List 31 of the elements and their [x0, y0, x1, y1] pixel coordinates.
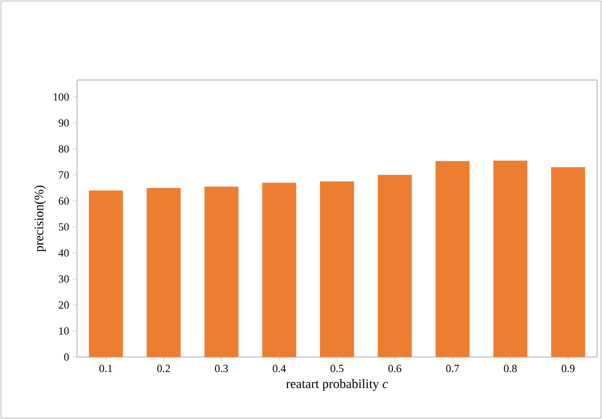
x-tick-label: 0.4 [272, 364, 286, 372]
y-axis-title: precision(%) [34, 186, 46, 252]
x-tick-label: 0.7 [446, 364, 460, 372]
x-tick-label: 0.9 [562, 364, 575, 372]
bar [146, 188, 181, 357]
x-tick-label: 0.6 [388, 364, 402, 372]
bar [493, 160, 528, 357]
x-tick-label: 0.2 [157, 364, 170, 372]
y-tick-label: 30 [58, 275, 69, 283]
y-tick-label: 20 [58, 301, 69, 309]
bar [436, 161, 470, 357]
y-tick-label: 80 [58, 145, 69, 153]
y-tick-label: 0 [64, 353, 69, 361]
bar [262, 182, 296, 357]
x-tick-label: 0.3 [215, 364, 228, 372]
x-tick-label: 0.8 [504, 364, 517, 372]
y-tick-label: 40 [58, 249, 69, 257]
y-tick-label: 100 [54, 93, 69, 101]
bar [320, 181, 354, 357]
y-tick-label: 50 [58, 223, 69, 231]
x-axis-title: reatart probability c [286, 379, 388, 391]
bar [378, 174, 412, 357]
x-tick-label: 0.1 [99, 364, 112, 372]
bar [204, 186, 238, 357]
x-tick-label: 0.5 [330, 364, 344, 372]
y-tick-label: 70 [58, 171, 69, 179]
y-tick-label: 90 [58, 119, 69, 127]
y-tick-label: 60 [58, 197, 69, 205]
y-tick-label: 10 [59, 327, 69, 335]
bar [551, 167, 586, 357]
bar [88, 190, 123, 357]
